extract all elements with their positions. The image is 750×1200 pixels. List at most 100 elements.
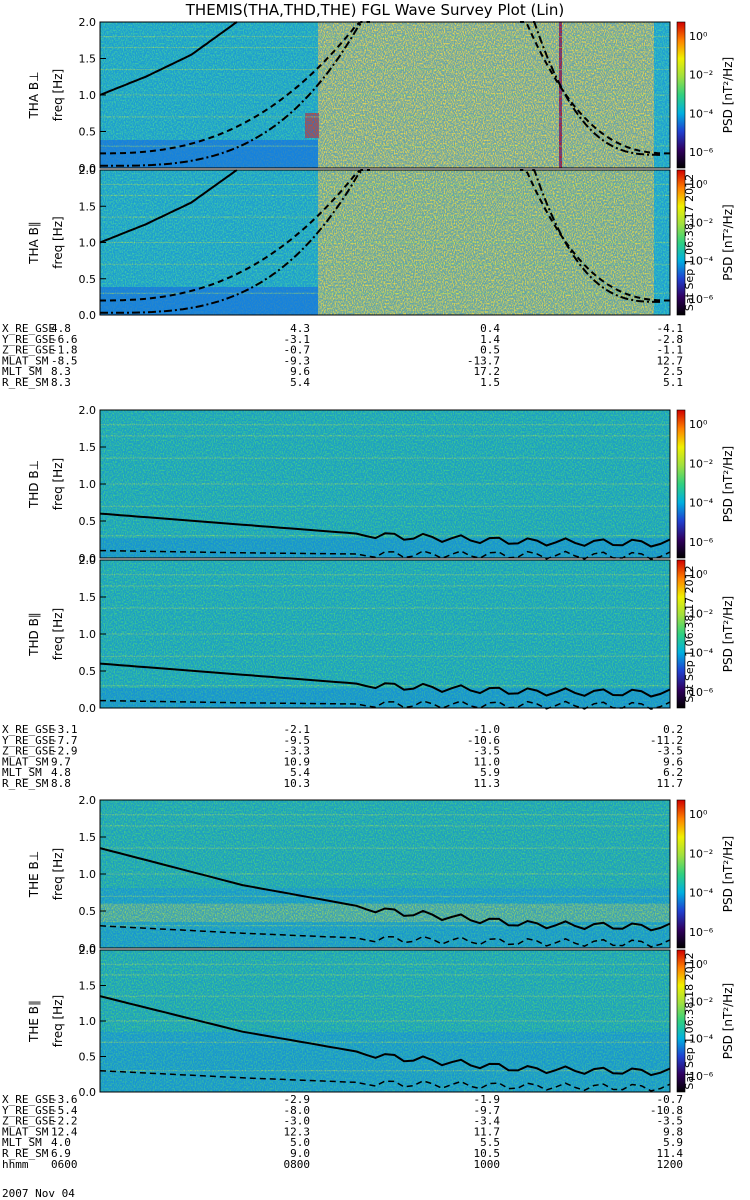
solid-line <box>99 995 671 1077</box>
ephemeris-value: 5.1 <box>663 376 683 389</box>
y-tick-label: 0.0 <box>79 702 97 715</box>
dashdot-line <box>100 169 363 314</box>
ephemeris-value: -10.6 <box>467 734 500 747</box>
ephemeris-value: -6.6 <box>51 333 78 346</box>
ephemeris-value: 0.2 <box>663 723 683 736</box>
panel-freq-label: freq [Hz] <box>51 69 65 121</box>
speckle-noise <box>100 560 670 708</box>
ephemeris-value: -3.1 <box>51 723 78 736</box>
colorbar <box>676 169 686 316</box>
dashed-line <box>99 549 671 560</box>
ephemeris-value: -5.4 <box>51 1104 78 1117</box>
colorbar-tick-label: 10⁻⁴ <box>689 647 714 660</box>
dashed-line <box>99 925 671 948</box>
plot-title: THEMIS(THA,THD,THE) FGL Wave Survey Plot… <box>185 1 565 19</box>
ephemeris-value: 1.5 <box>480 376 500 389</box>
ephemeris-label: MLT_SM <box>2 766 42 779</box>
ephemeris-value: 4.8 <box>51 766 71 779</box>
ephemeris-label: Y_RE_GSE <box>2 734 55 747</box>
y-tick-label: 1.5 <box>79 441 97 454</box>
y-tick-label: 2.0 <box>79 164 97 177</box>
ephemeris-value: -0.7 <box>657 1093 684 1106</box>
ephemeris-label: X_RE_GSE <box>2 322 55 335</box>
colorbar-tick-label: 10⁻⁶ <box>689 1070 714 1083</box>
dashdot-line-2 <box>530 169 660 303</box>
ephemeris-value: 6.2 <box>663 766 683 779</box>
ephemeris-label: Z_RE_GSE <box>2 344 55 357</box>
ephemeris-value: 12.7 <box>657 354 684 367</box>
ephemeris-value: -4.1 <box>657 322 684 335</box>
y-tick-label: 1.0 <box>79 237 97 250</box>
colorbar-label: PSD [nT²/Hz] <box>721 836 735 912</box>
y-tick-label: 1.5 <box>79 53 97 66</box>
ephemeris-label: Y_RE_GSE <box>2 1104 55 1117</box>
ephemeris-value: 0.4 <box>480 322 500 335</box>
ephemeris-label: Y_RE_GSE <box>2 333 55 346</box>
spectrogram-panel-tha-bperp <box>99 21 686 169</box>
y-tick-label: 0.5 <box>79 515 97 528</box>
y-tick-label: 1.0 <box>79 628 97 641</box>
ephemeris-value: 5.9 <box>480 766 500 779</box>
ephemeris-value: -3.6 <box>51 1093 78 1106</box>
ephemeris-value: 11.7 <box>474 1125 501 1138</box>
panel-ylabel: THA B∥ <box>27 221 41 265</box>
timestamp-stamp: Sat Sep 1 06:38:17 2012 <box>683 565 696 702</box>
y-tick-label: 0.0 <box>79 1086 97 1099</box>
ephemeris-label: X_RE_GSE <box>2 1093 55 1106</box>
ephemeris-label: MLAT_SM <box>2 1125 49 1138</box>
ephemeris-value: -1.1 <box>657 344 684 357</box>
ephemeris-value: 0800 <box>284 1158 311 1171</box>
ephemeris-value: -13.7 <box>467 354 500 367</box>
ephemeris-value: 12.4 <box>51 1125 78 1138</box>
ephemeris-label: Z_RE_GSE <box>2 745 55 758</box>
colorbar-label: PSD [nT²/Hz] <box>721 446 735 522</box>
spectrogram-panel-thd-bperp <box>99 409 686 560</box>
y-tick-label: 1.0 <box>79 1015 97 1028</box>
ephemeris-label: R_RE_SM <box>2 376 49 389</box>
ephemeris-value: 8.3 <box>51 365 71 378</box>
y-tick-label: 0.5 <box>79 665 97 678</box>
colorbar-tick-label: 10⁻² <box>689 607 713 620</box>
ephemeris-value: -9.5 <box>284 734 311 747</box>
colorbar-label: PSD [nT²/Hz] <box>721 204 735 280</box>
ephemeris-value: 2.5 <box>663 365 683 378</box>
ephemeris-label: MLT_SM <box>2 365 42 378</box>
ephemeris-value: -2.9 <box>284 1093 311 1106</box>
ephemeris-value: -9.3 <box>284 354 311 367</box>
dashdot-line <box>100 21 363 167</box>
ephemeris-label: R_RE_SM <box>2 1147 49 1160</box>
panel-freq-label: freq [Hz] <box>51 995 65 1047</box>
ephemeris-label: hhmm <box>2 1158 29 1171</box>
colorbar-tick-label: 10⁻² <box>689 216 713 229</box>
solid-line <box>99 662 671 698</box>
ephemeris-value: 10.5 <box>474 1147 501 1160</box>
y-tick-label: 1.0 <box>79 868 97 881</box>
y-tick-label: 2.0 <box>79 794 97 807</box>
ephemeris-value: -9.7 <box>474 1104 501 1117</box>
dashed-line-2 <box>520 21 670 155</box>
ephemeris-value: -3.1 <box>284 333 311 346</box>
date-label: 2007 Nov 04 <box>2 1187 75 1200</box>
spectrogram-panel-thd-bpar <box>99 559 686 710</box>
ephemeris-value: 9.6 <box>663 755 683 768</box>
y-tick-label: 1.5 <box>79 831 97 844</box>
colorbar-tick-label: 10⁰ <box>689 178 708 191</box>
colorbar-tick-label: 10⁰ <box>689 418 708 431</box>
panel-freq-label: freq [Hz] <box>51 608 65 660</box>
colorbar-tick-label: 10⁻⁴ <box>689 107 714 120</box>
timestamp-stamp: Sat Sep 1 06:38:18 2012 <box>683 952 696 1089</box>
ephemeris-value: -3.0 <box>284 1115 311 1128</box>
colorbar-tick-label: 10⁻² <box>689 995 713 1008</box>
ephemeris-value: -2.8 <box>657 333 684 346</box>
ephemeris-value: -2.1 <box>284 723 311 736</box>
ephemeris-value: -8.5 <box>51 354 78 367</box>
colorbar-tick-label: 10⁻² <box>689 69 713 82</box>
spectrogram-panel-the-bperp <box>99 799 686 949</box>
colorbar <box>676 559 686 709</box>
panel-ylabel: THE B∥ <box>27 1000 41 1043</box>
ephemeris-value: 0600 <box>51 1158 78 1171</box>
ephemeris-value: -3.5 <box>474 745 501 758</box>
ephemeris-value: 8.8 <box>51 777 71 790</box>
solid-line <box>99 21 238 96</box>
ephemeris-value: 5.5 <box>480 1136 500 1149</box>
